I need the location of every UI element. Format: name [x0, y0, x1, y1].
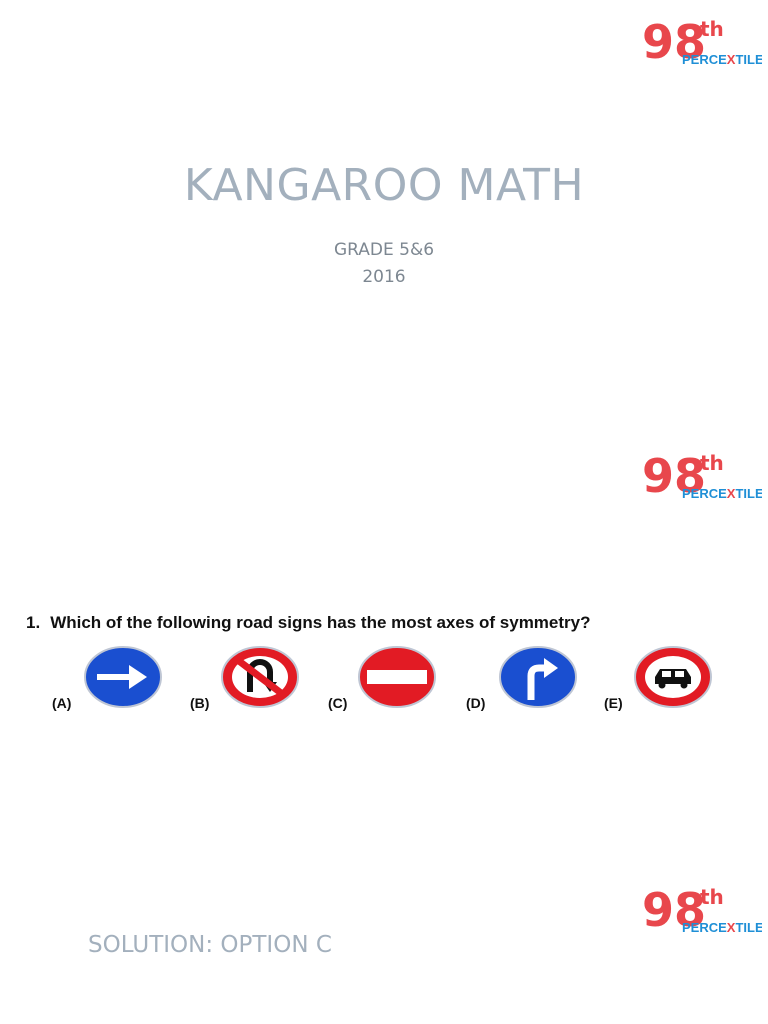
percentile-logo: 98 th PERCEXTILE	[642, 14, 762, 70]
svg-text:98: 98	[642, 449, 706, 503]
grade-label: GRADE 5&6	[333, 240, 435, 260]
logo-number: 98	[642, 15, 706, 69]
no-cars-sign	[634, 646, 712, 708]
svg-text:PERCEXTILE: PERCEXTILE	[682, 52, 762, 67]
slide-title: 98 th PERCEXTILE KANGAROO MATH GRADE 5&6…	[0, 0, 768, 330]
svg-text:98: 98	[642, 883, 706, 937]
option-d-label: (D)	[466, 695, 486, 711]
option-c-label: (C)	[328, 695, 348, 711]
svg-text:th: th	[700, 451, 724, 475]
option-e-label: (E)	[604, 695, 623, 711]
question-number: 1.	[26, 613, 41, 632]
solution-text: SOLUTION: OPTION C	[88, 932, 332, 958]
percentile-logo: 98 th PERCEXTILE	[642, 882, 762, 938]
page-title: KANGAROO MATH	[183, 160, 585, 211]
percentile-logo: 98 th PERCEXTILE	[642, 448, 762, 504]
year-label: 2016	[362, 267, 406, 287]
question-text: 1. Which of the following road signs has …	[26, 613, 591, 632]
svg-text:PERCEXTILE: PERCEXTILE	[682, 920, 762, 935]
option-a-label: (A)	[52, 695, 72, 711]
logo-suffix: th	[700, 17, 724, 41]
blue-turn-right-sign	[499, 646, 577, 708]
svg-text:th: th	[700, 885, 724, 909]
no-u-turn-sign	[221, 646, 299, 708]
no-entry-sign	[358, 646, 436, 708]
option-b-label: (B)	[190, 695, 210, 711]
blue-arrow-right-sign	[84, 646, 162, 708]
svg-text:PERCEXTILE: PERCEXTILE	[682, 486, 762, 501]
